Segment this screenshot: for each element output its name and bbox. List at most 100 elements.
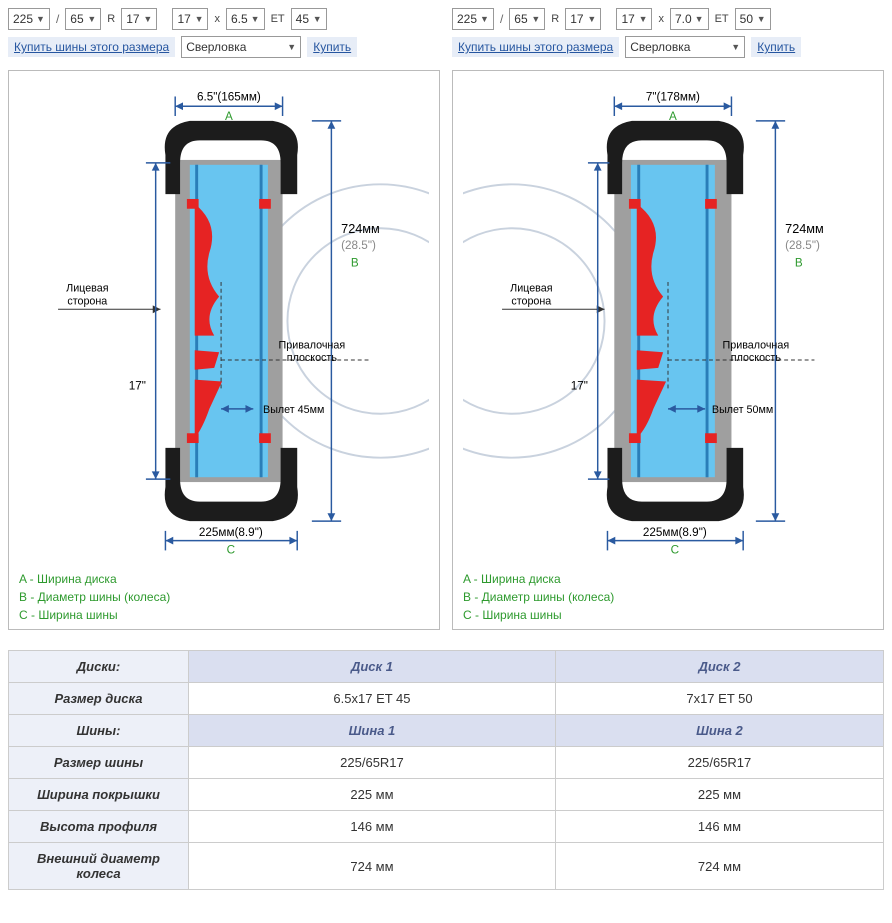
drilling-select-1[interactable]: Сверловка▼ (181, 36, 301, 58)
chevron-down-icon: ▼ (757, 14, 766, 24)
tire-width-select-1[interactable]: 225▼ (8, 8, 50, 30)
cell-rim1: 6.5x17 ET 45 (189, 683, 556, 715)
cell-od1: 724 мм (189, 843, 556, 890)
cell-tw1: 225 мм (189, 779, 556, 811)
label-et: ET (713, 13, 731, 25)
row-rim-size: Размер диска (9, 683, 189, 715)
legend-c: C - Ширина шины (463, 608, 562, 622)
separator: / (54, 12, 61, 26)
chevron-down-icon: ▼ (587, 14, 596, 24)
th-tire1: Шина 1 (189, 715, 556, 747)
offset-label: Вылет 50мм (712, 404, 773, 416)
rim-width-select-2[interactable]: 7.0▼ (670, 8, 709, 30)
rim-d-label: 17" (129, 379, 146, 392)
legend-1: A - Ширина диска B - Диаметр шины (колес… (19, 570, 429, 624)
dim-right-sub: (28.5") (785, 239, 820, 252)
rim-width-value-2: 7.0 (675, 12, 692, 26)
rim-et-value-2: 50 (740, 12, 753, 26)
dim-letter-b: B (795, 256, 803, 269)
chevron-down-icon: ▼ (87, 14, 96, 24)
tire-r-value-1: 17 (126, 12, 139, 26)
rim-et-select-1[interactable]: 45 ▼ (291, 8, 327, 30)
rim-width-value-1: 6.5 (231, 12, 248, 26)
rim-diam-value-1: 17 (177, 12, 190, 26)
dim-right-val: 724мм (341, 222, 380, 236)
cell-rim2: 7x17 ET 50 (555, 683, 883, 715)
tire-profile-select-1[interactable]: 65▼ (65, 8, 101, 30)
svg-text:724мм: 724мм (785, 222, 824, 236)
row-tire-size: Размер шины (9, 747, 189, 779)
diagram-2: 7"(178мм) A 724мм (28.5") B Лицеваясторо… (452, 70, 884, 630)
legend-a: A - Ширина диска (19, 572, 117, 586)
chevron-down-icon: ▼ (695, 14, 704, 24)
rim-diam-select-1[interactable]: 17 ▼ (172, 8, 208, 30)
cell-od2: 724 мм (555, 843, 883, 890)
row-outer-d: Внешний диаметр колеса (9, 843, 189, 890)
tire-r-select-1[interactable]: 17 ▼ (121, 8, 157, 30)
tire-r-select-2[interactable]: 17 ▼ (565, 8, 601, 30)
chevron-down-icon: ▼ (639, 14, 648, 24)
drilling-value-1: Сверловка (186, 40, 246, 54)
row-profile-h: Высота профиля (9, 811, 189, 843)
tire-width-value-2: 225 (457, 12, 477, 26)
label-r: R (105, 13, 117, 25)
separator: / (498, 12, 505, 26)
rim-et-select-2[interactable]: 50 ▼ (735, 8, 771, 30)
chevron-down-icon: ▼ (36, 14, 45, 24)
rim-diam-value-2: 17 (621, 12, 634, 26)
chevron-down-icon: ▼ (531, 14, 540, 24)
tire-width-value-1: 225 (13, 12, 33, 26)
legend-a: A - Ширина диска (463, 572, 561, 586)
th-discs: Диски: (9, 651, 189, 683)
tire-profile-select-2[interactable]: 65 ▼ (509, 8, 545, 30)
th-disc1: Диск 1 (189, 651, 556, 683)
cell-ts1: 225/65R17 (189, 747, 556, 779)
cell-ts2: 225/65R17 (555, 747, 883, 779)
rim-width-select-1[interactable]: 6.5▼ (226, 8, 265, 30)
dim-top-label: 6.5"(165мм) (197, 90, 261, 103)
mounting-label: Привалочнаяплоскость (279, 339, 346, 364)
th-disc2: Диск 2 (555, 651, 883, 683)
label-x: x (212, 13, 222, 25)
svg-text:724мм: 724мм (341, 222, 380, 236)
buy-link-1[interactable]: Купить (307, 37, 357, 57)
chevron-down-icon: ▼ (480, 14, 489, 24)
dim-right-sub: (28.5") (341, 239, 376, 252)
label-r: R (549, 13, 561, 25)
dim-letter-a: A (669, 110, 677, 123)
dim-letter-a: A (225, 110, 233, 123)
comparison-table: Диски: Диск 1 Диск 2 Размер диска 6.5x17… (8, 650, 884, 890)
cell-ph1: 146 мм (189, 811, 556, 843)
face-side-label: Лицеваясторона (510, 283, 553, 308)
label-x: x (656, 13, 666, 25)
dim-letter-b: B (351, 256, 359, 269)
drilling-value-2: Сверловка (630, 40, 690, 54)
rim-diam-select-2[interactable]: 17 ▼ (616, 8, 652, 30)
tire-r-value-2: 17 (570, 12, 583, 26)
th-tire2: Шина 2 (555, 715, 883, 747)
row-tread-w: Ширина покрышки (9, 779, 189, 811)
diagram-1: 6.5"(165мм) A 724мм (28.5") B Лицеваясто… (8, 70, 440, 630)
chevron-down-icon: ▼ (313, 14, 322, 24)
chevron-down-icon: ▼ (195, 14, 204, 24)
rim-et-value-1: 45 (296, 12, 309, 26)
chevron-down-icon: ▼ (731, 42, 740, 52)
drilling-select-2[interactable]: Сверловка ▼ (625, 36, 745, 58)
cell-tw2: 225 мм (555, 779, 883, 811)
buy-tires-link-2[interactable]: Купить шины этого размера (452, 37, 619, 57)
dim-letter-c: C (671, 543, 679, 556)
chevron-down-icon: ▼ (143, 14, 152, 24)
buy-tires-link-1[interactable]: Купить шины этого размера (8, 37, 175, 57)
th-tires: Шины: (9, 715, 189, 747)
legend-b: B - Диаметр шины (колеса) (463, 590, 614, 604)
cell-ph2: 146 мм (555, 811, 883, 843)
dim-top-label: 7"(178мм) (646, 90, 700, 103)
label-et: ET (269, 13, 287, 25)
tire-profile-value-2: 65 (514, 12, 527, 26)
chevron-down-icon: ▼ (251, 14, 260, 24)
dim-bottom-label: 225мм(8.9") (199, 526, 263, 539)
wheel-cross-section-2: 7"(178мм) A 724мм (28.5") B Лицеваясторо… (463, 81, 873, 561)
dim-bottom-label: 225мм(8.9") (643, 526, 707, 539)
tire-width-select-2[interactable]: 225▼ (452, 8, 494, 30)
buy-link-2[interactable]: Купить (751, 37, 801, 57)
